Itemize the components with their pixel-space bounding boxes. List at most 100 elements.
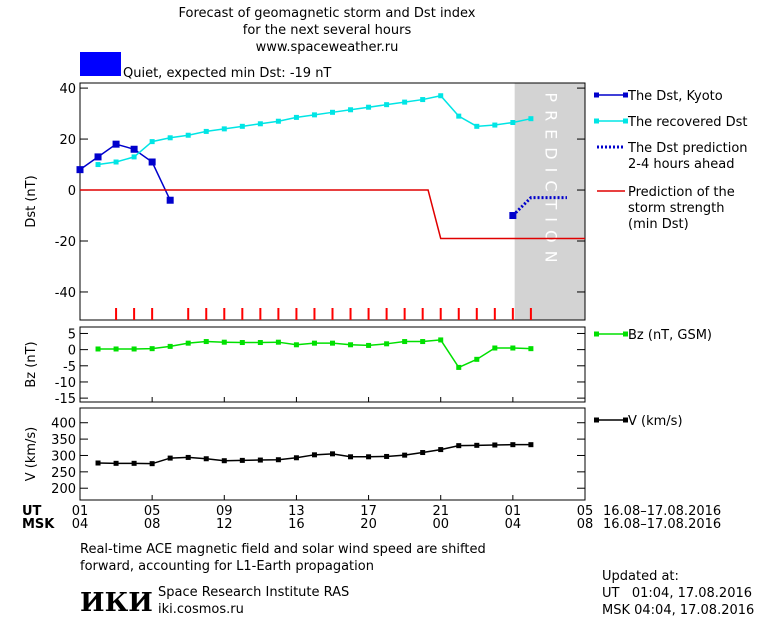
series-marker [203,128,209,134]
series-marker [203,456,209,462]
series-marker [112,140,120,148]
y-tick-label: 0 [68,344,76,359]
panel-frame [79,326,586,403]
series-marker [492,442,498,448]
series-marker [528,346,534,352]
legend-label: storm strength [628,201,725,216]
series-line [97,94,532,166]
series-marker [167,343,173,349]
panel-frame [79,407,586,501]
series-marker [420,97,426,103]
series-marker [456,113,462,119]
updated-line: UT 01:04, 17.08.2016 [602,586,752,601]
series-marker [275,118,281,124]
series-marker [149,346,155,352]
series-marker [348,107,354,113]
x-tick-label: 16 [288,517,305,532]
legend-label: 2-4 hours ahead [628,157,734,172]
series-marker [149,139,155,145]
series-marker [76,166,84,174]
series-line [79,143,171,201]
series-marker [95,460,101,466]
series-marker [113,460,119,466]
series-marker [293,455,299,461]
x-tick-label: 01 [505,504,522,519]
series-marker [239,123,245,129]
legend-marker [623,118,628,124]
legend-label: V (km/s) [628,414,683,429]
site: iki.cosmos.ru [158,602,244,617]
y-tick-label: -15 [55,392,76,407]
series-marker [257,457,263,463]
y-tick-label: 40 [59,82,76,97]
x-tick-label: 12 [216,517,233,532]
series-marker [456,364,462,370]
status-text: Quiet, expected min Dst: -19 nT [123,66,331,81]
series-marker [474,442,480,448]
series-marker [275,339,281,345]
series-marker [275,457,281,463]
x-tick-label: 01 [72,504,89,519]
series-marker [492,122,498,128]
series-marker [384,453,390,459]
series-marker [456,443,462,449]
series-marker [148,158,156,166]
series-marker [528,116,534,122]
series-marker [348,342,354,348]
y-tick-label: 350 [51,433,76,448]
title-line: www.spaceweather.ru [256,40,399,55]
series-marker [528,442,534,448]
x-tick-label: 21 [432,504,449,519]
series-marker [95,346,101,352]
y-tick-label: 200 [51,482,76,497]
series-marker [166,196,174,204]
x-tick-label: 08 [144,517,161,532]
updated-line: Updated at: [602,569,679,584]
series-marker [420,339,426,345]
y-tick-label: -40 [55,286,76,301]
legend-marker [623,92,628,98]
legend-marker [623,331,628,337]
series-marker [510,120,516,125]
x-tick-label: 00 [432,517,449,532]
date-range: 16.08–17.08.2016 [603,504,721,519]
series-marker [185,340,191,346]
series-marker [348,454,354,460]
y-axis-title: V (km/s) [24,427,39,482]
series-marker [293,342,299,348]
x-tick-label: 05 [144,504,161,519]
y-tick-label: 400 [51,417,76,432]
legend-label: The Dst prediction [627,141,748,156]
series-marker [438,93,444,99]
series-marker [474,123,480,129]
title-line: Forecast of geomagnetic storm and Dst in… [178,6,475,21]
title-line: for the next several hours [243,23,412,38]
series-marker [438,447,444,453]
institute: Space Research Institute RAS [158,585,349,600]
series-marker [402,452,408,458]
series-marker [239,340,245,346]
y-tick-label: -5 [63,360,76,375]
note-line: Real-time ACE magnetic field and solar w… [80,542,486,557]
y-axis-title: Dst (nT) [24,175,39,227]
series-marker [311,452,317,458]
x-tick-label: 08 [577,517,594,532]
series-marker [185,454,191,460]
x-tick-label: 04 [505,517,522,532]
legend-label: The recovered Dst [627,115,747,130]
x-tick-label: 13 [288,504,305,519]
y-axis-title: Bz (nT) [24,341,39,387]
x-tick-label: 20 [360,517,377,532]
updated-line: MSK 04:04, 17.08.2016 [602,603,754,618]
series-line [80,189,585,240]
y-tick-label: 300 [51,449,76,464]
x-tick-label: 17 [360,504,377,519]
y-tick-label: -20 [55,235,76,250]
series-marker [131,154,137,160]
series-marker [167,455,173,461]
series-line [511,196,567,217]
series-marker [131,346,137,352]
series-marker [113,346,119,352]
series-marker [239,457,245,463]
